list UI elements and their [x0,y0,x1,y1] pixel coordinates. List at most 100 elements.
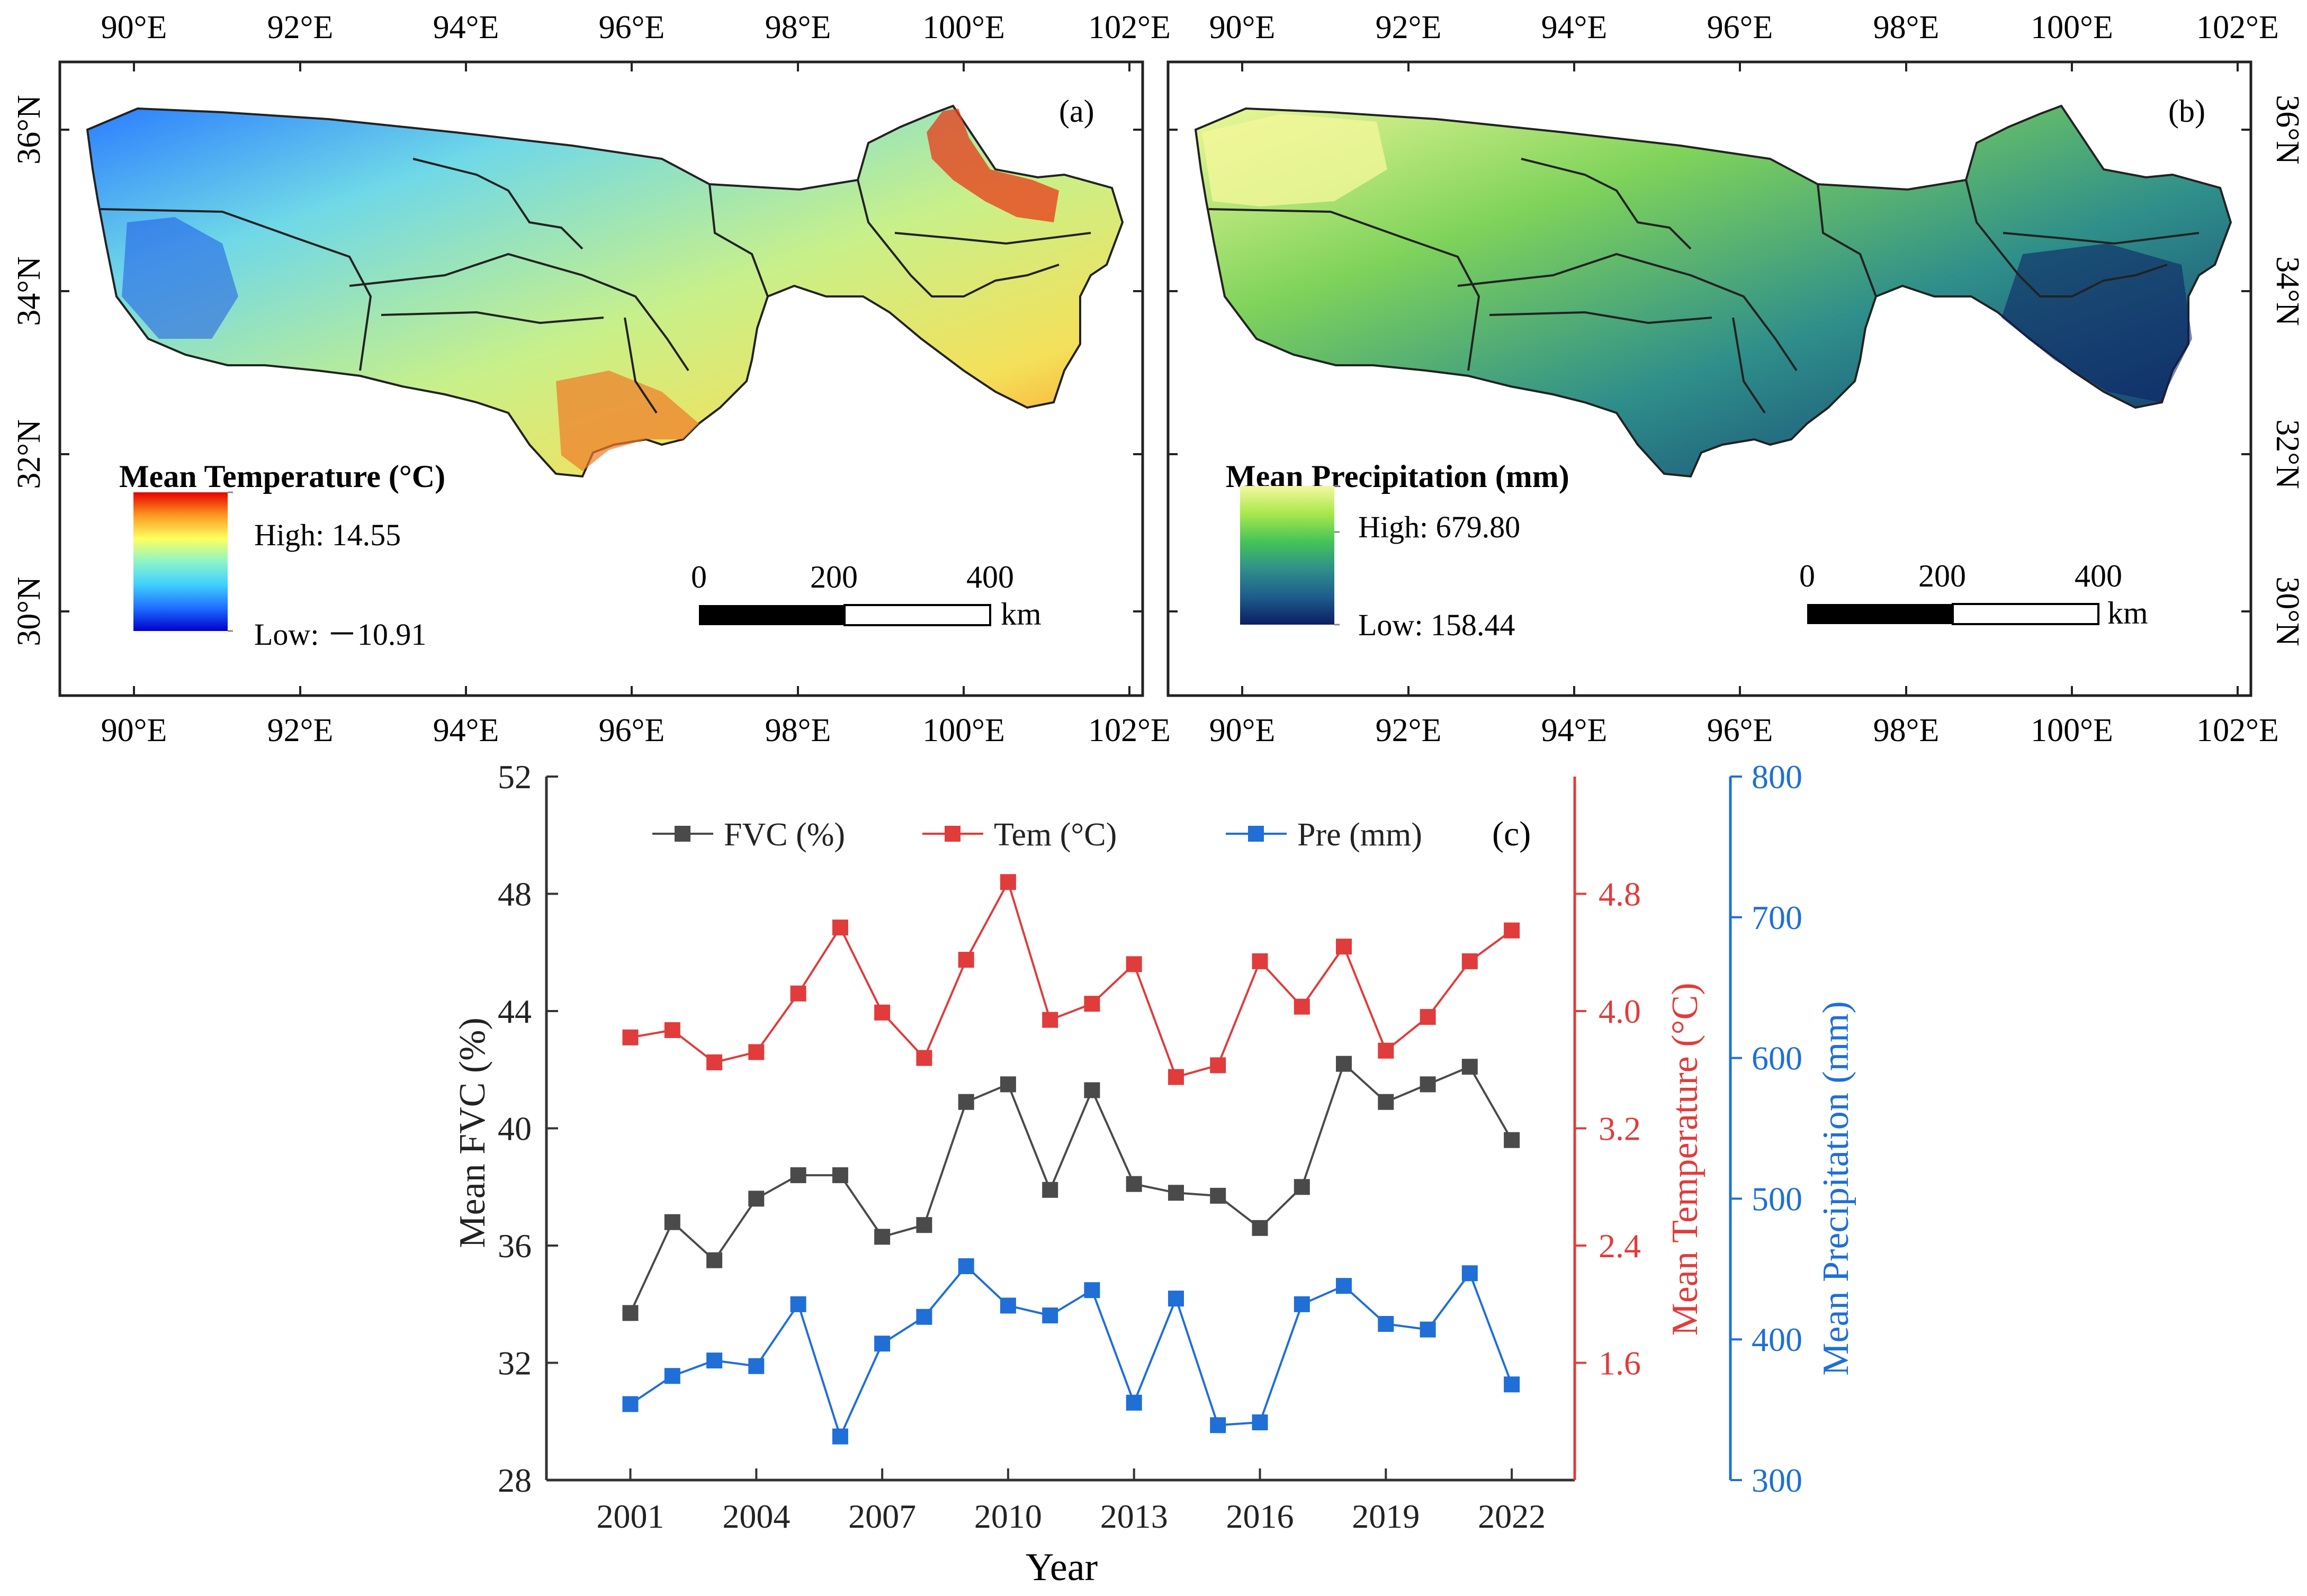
data-point [1210,1187,1226,1204]
panel-a-hot-zone-south [556,371,699,471]
data-point [1336,1278,1352,1294]
data-point [1168,1291,1184,1307]
scale-unit: km [1001,597,1042,632]
data-point [1461,953,1478,969]
right2-axis-title: Mean Precipitation (mm) [1816,1001,1856,1376]
scale-tick-200: 200 [810,560,858,594]
x-tick-label: 2013 [1100,1498,1168,1535]
data-point [1420,1009,1436,1025]
scale-tick-400: 400 [2075,558,2122,593]
data-point [1168,1069,1184,1085]
panel-b-dry-zone [1202,114,1387,206]
lat-tick-36n: 36°N [2269,95,2305,165]
lon-tick-98e: 98°E [1873,713,1940,749]
panel-b-region-map [1194,104,2232,478]
lat-tick-36n: 36°N [11,95,47,165]
data-point [832,1428,848,1445]
left-tick-label: 36 [498,1227,532,1265]
lat-tick-32n: 32°N [11,419,47,489]
panel-a-region-map [86,104,1124,478]
lon-tick-98e: 98°E [765,713,831,749]
data-point [622,1396,639,1412]
lon-tick-90e: 90°E [1209,10,1276,46]
data-point [1378,1094,1394,1110]
data-point [1294,1179,1310,1195]
left-tick-label: 52 [498,758,532,796]
data-point [1420,1321,1436,1338]
data-point [706,1352,723,1369]
panel-a-lon-ticks-bottom: 90°E 92°E 94°E 96°E 98°E 100°E 102°E [101,713,1171,749]
x-tick-label: 2004 [722,1498,790,1535]
lat-tick-34n: 34°N [2269,256,2305,326]
left-tick-label: 32 [498,1345,532,1382]
x-tick-label: 2019 [1352,1498,1420,1535]
data-point [1042,1308,1058,1323]
right1-tick-label: 4.0 [1599,993,1641,1030]
left-tick-label: 40 [498,1110,532,1148]
data-point [1504,1132,1520,1148]
lon-tick-90e: 90°E [101,713,167,749]
data-point [874,1336,891,1352]
x-tick-label: 2022 [1478,1498,1546,1535]
panel-b-frame [1166,60,2252,697]
panel-b-low-label: Low: 158.44 [1358,608,1515,642]
legend-label: FVC (%) [724,817,845,853]
scale-bar-white-segment [1952,603,2099,625]
scale-unit: km [2107,596,2148,630]
panel-a-cold-zone [122,217,238,339]
right1-tick-label: 4.8 [1599,876,1641,913]
data-point [1294,1296,1310,1312]
right2-tick-label: 700 [1752,899,1802,936]
lon-tick-92e: 92°E [267,713,334,749]
data-point [664,1214,680,1230]
panel-b-lon-ticks-top: 90°E 92°E 94°E 96°E 98°E 100°E 102°E [1209,10,2279,46]
scale-bar-black-segment [699,605,845,625]
legend-label: Tem (°C) [994,817,1117,853]
data-point [916,1309,932,1325]
data-point [1504,1376,1520,1393]
x-tick-label: 2010 [974,1498,1042,1535]
data-point [1042,1182,1058,1198]
data-point [1210,1057,1226,1074]
x-tick-label: 2001 [597,1498,665,1535]
x-tick-label: 2016 [1226,1498,1294,1535]
data-point [1378,1316,1394,1332]
data-point [1336,1056,1352,1072]
x-axis-title: Year [1026,1546,1098,1589]
panel-a: (a) Mean Temperature (°C) High: 14.55 Lo… [11,10,1171,749]
lon-tick-92e: 92°E [267,10,334,46]
panel-a-low-label: Low: －10.91 [254,617,426,652]
panel-a-scale-bar: 0 200 400 km [691,560,1042,632]
panel-b: (b) Mean Precipitation (mm) High: 679.80… [1166,10,2305,749]
data-point [1126,1394,1142,1411]
data-point [1210,1417,1226,1433]
data-point [874,1229,891,1245]
right1-axis-title: Mean Temperature (°C) [1665,982,1705,1336]
lon-tick-90e: 90°E [1209,713,1276,749]
data-point [1336,939,1352,955]
data-point [748,1358,765,1374]
chart-c-label: (c) [1492,815,1531,853]
scale-tick-400: 400 [966,560,1014,594]
panel-b-wet-zone [2001,244,2192,402]
left-tick-label: 48 [498,876,532,913]
panel-a-legend-title: Mean Temperature (°C) [119,459,445,494]
right2-tick-label: 600 [1752,1040,1802,1077]
lon-tick-94e: 94°E [433,713,499,749]
lon-tick-94e: 94°E [1541,10,1608,46]
left-tick-label: 28 [498,1462,532,1499]
panel-a-boundaries [100,158,1091,414]
data-point [958,1094,974,1110]
panel-a-high-label: High: 14.55 [254,518,401,552]
lon-tick-96e: 96°E [599,713,665,749]
data-point [1126,956,1142,972]
lat-tick-34n: 34°N [11,256,47,326]
data-point [706,1054,723,1070]
panel-a-hot-zone [927,109,1059,222]
lon-tick-100e: 100°E [922,713,1005,749]
legend-swatch-marker [945,826,960,842]
right1-tick-label: 3.2 [1599,1110,1641,1148]
data-point [706,1252,723,1268]
x-tick-label: 2007 [848,1498,916,1535]
lon-tick-96e: 96°E [1707,713,1773,749]
